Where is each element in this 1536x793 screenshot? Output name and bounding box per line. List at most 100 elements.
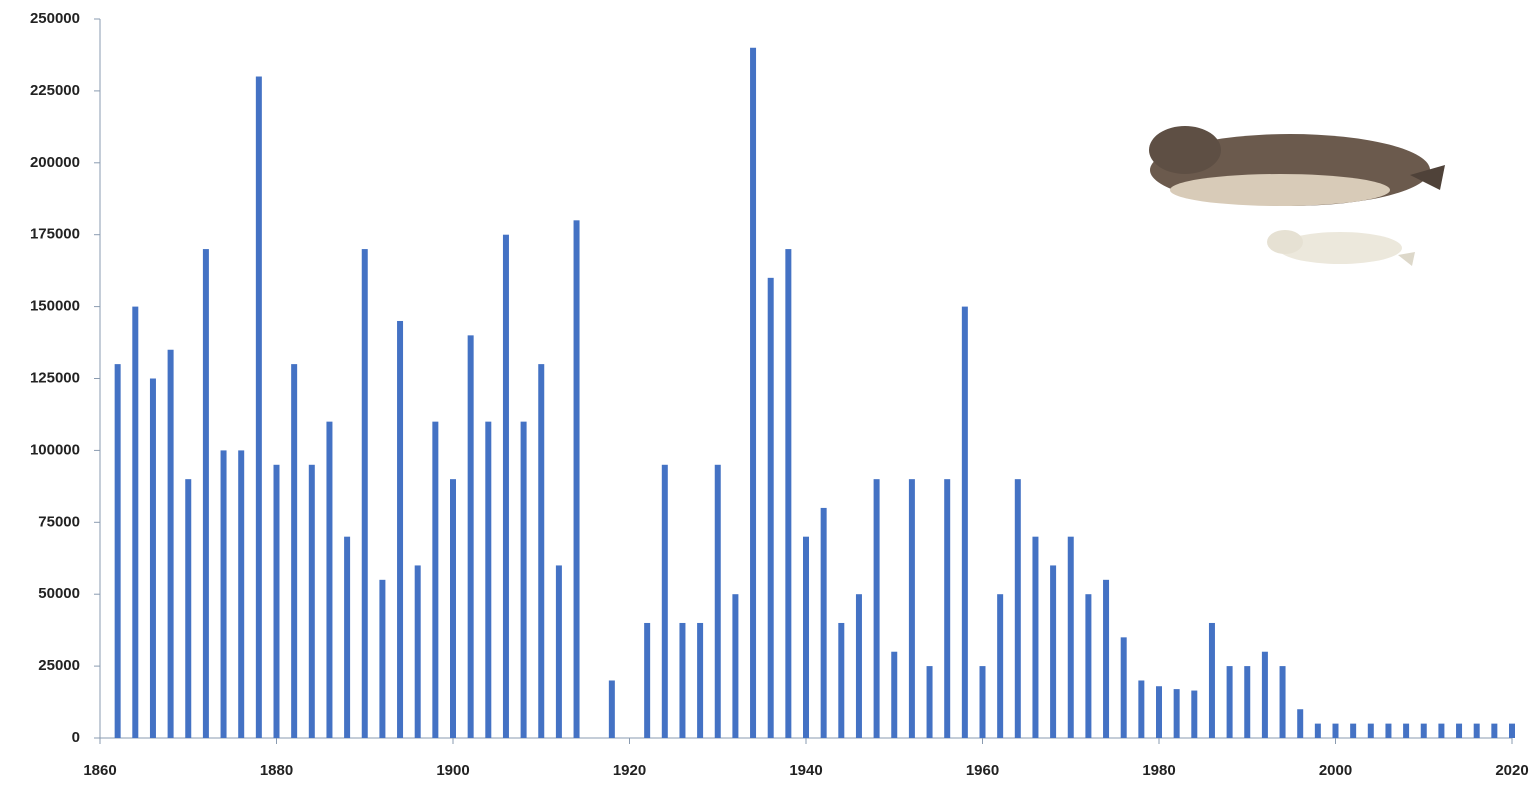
bar bbox=[502, 234, 509, 738]
bar bbox=[979, 666, 986, 738]
bar bbox=[1350, 723, 1357, 738]
bar bbox=[273, 464, 280, 738]
x-tick-label: 1860 bbox=[83, 762, 116, 779]
bar bbox=[1279, 666, 1286, 738]
y-tick-label: 50000 bbox=[38, 585, 80, 602]
bar bbox=[803, 536, 809, 738]
bar bbox=[1297, 709, 1304, 738]
bar bbox=[326, 421, 333, 738]
bar bbox=[997, 594, 1004, 738]
bar bbox=[397, 320, 404, 738]
y-tick-label: 125000 bbox=[30, 369, 80, 386]
bar bbox=[644, 622, 651, 738]
bar bbox=[220, 450, 227, 738]
bar bbox=[308, 464, 315, 738]
x-tick-label: 1980 bbox=[1142, 762, 1175, 779]
x-tick-label: 2020 bbox=[1495, 762, 1528, 779]
y-tick-label: 250000 bbox=[30, 10, 80, 27]
y-tick-label: 100000 bbox=[30, 441, 80, 458]
bar bbox=[908, 479, 915, 738]
bar bbox=[1314, 723, 1321, 738]
x-tick-label: 1920 bbox=[613, 762, 646, 779]
bar bbox=[1226, 666, 1233, 738]
bar bbox=[149, 378, 156, 738]
bar bbox=[1067, 536, 1074, 738]
bar bbox=[238, 450, 245, 738]
bar bbox=[432, 421, 439, 738]
bar bbox=[344, 536, 351, 738]
bar bbox=[1509, 723, 1515, 738]
bar bbox=[873, 479, 880, 738]
bar bbox=[750, 47, 757, 738]
x-tick-label: 1880 bbox=[260, 762, 293, 779]
bar bbox=[785, 249, 792, 738]
bar bbox=[538, 364, 545, 738]
bar bbox=[1367, 723, 1374, 738]
bar bbox=[379, 579, 386, 738]
bar bbox=[1156, 686, 1162, 738]
bar bbox=[714, 464, 721, 738]
bar bbox=[767, 277, 774, 738]
bar bbox=[608, 680, 615, 738]
bar bbox=[450, 479, 456, 738]
bar bbox=[1244, 666, 1251, 738]
bar bbox=[1420, 723, 1427, 738]
bar bbox=[167, 349, 174, 738]
bar bbox=[573, 220, 580, 738]
bar bbox=[944, 479, 951, 738]
bar bbox=[1456, 723, 1463, 738]
bar bbox=[838, 622, 845, 738]
bar bbox=[891, 651, 898, 738]
bar bbox=[697, 622, 704, 738]
bar bbox=[1173, 689, 1180, 738]
bar bbox=[1032, 536, 1039, 738]
bar bbox=[555, 565, 562, 738]
y-tick-label: 200000 bbox=[30, 154, 80, 171]
y-tick-label: 25000 bbox=[38, 657, 80, 674]
bar bbox=[926, 666, 933, 738]
bar bbox=[185, 479, 192, 738]
bar bbox=[1050, 565, 1057, 738]
bar bbox=[1085, 594, 1092, 738]
bar bbox=[1403, 723, 1410, 738]
bar bbox=[1385, 723, 1392, 738]
bar bbox=[1438, 723, 1445, 738]
bar bbox=[291, 364, 298, 738]
bar bbox=[1473, 723, 1480, 738]
bar bbox=[1491, 723, 1498, 738]
bar bbox=[732, 594, 739, 738]
bar bbox=[114, 364, 121, 738]
bar bbox=[1103, 579, 1110, 738]
bar bbox=[661, 464, 668, 738]
seal-illustration bbox=[1149, 126, 1445, 266]
y-tick-label: 0 bbox=[72, 729, 80, 746]
bar bbox=[414, 565, 421, 738]
bar bbox=[1261, 651, 1268, 738]
bar bbox=[255, 76, 262, 738]
bar bbox=[1208, 622, 1215, 738]
bar bbox=[485, 421, 492, 738]
bar bbox=[855, 594, 862, 738]
bar bbox=[1014, 479, 1021, 738]
y-tick-label: 150000 bbox=[30, 298, 80, 315]
bar bbox=[1138, 680, 1145, 738]
y-tick-label: 75000 bbox=[38, 513, 80, 530]
bar bbox=[679, 622, 686, 738]
x-tick-label: 1940 bbox=[789, 762, 822, 779]
x-tick-label: 2000 bbox=[1319, 762, 1352, 779]
bar bbox=[467, 335, 474, 738]
y-tick-label: 175000 bbox=[30, 226, 80, 243]
bar bbox=[361, 249, 368, 738]
x-tick-label: 1960 bbox=[966, 762, 999, 779]
y-tick-label: 225000 bbox=[30, 82, 80, 99]
bar bbox=[820, 507, 827, 738]
bar bbox=[520, 421, 527, 738]
bar bbox=[1191, 690, 1198, 738]
bar bbox=[132, 306, 139, 738]
bar bbox=[1120, 637, 1127, 738]
bar bbox=[961, 306, 968, 738]
bar bbox=[202, 249, 209, 738]
x-tick-label: 1900 bbox=[436, 762, 469, 779]
bar bbox=[1332, 723, 1339, 738]
